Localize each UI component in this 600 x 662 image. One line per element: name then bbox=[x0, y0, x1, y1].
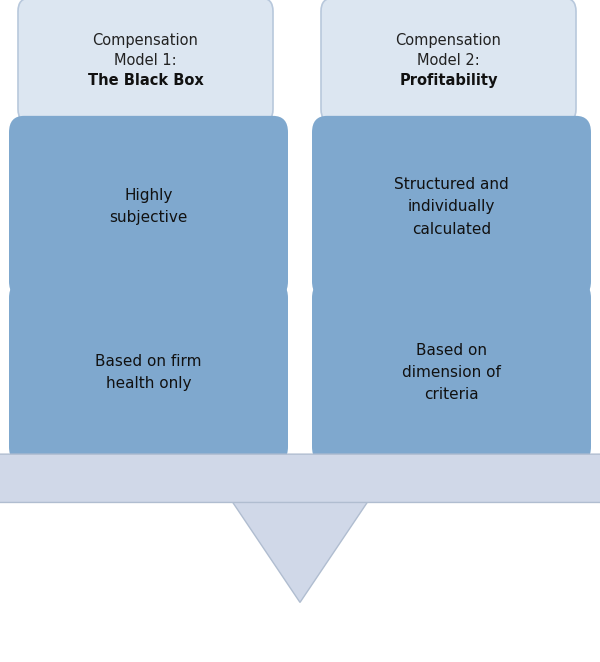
FancyBboxPatch shape bbox=[18, 0, 273, 122]
Text: Structured and
individually
calculated: Structured and individually calculated bbox=[394, 177, 509, 236]
Text: Profitability: Profitability bbox=[399, 73, 498, 87]
FancyBboxPatch shape bbox=[321, 0, 576, 122]
Text: Compensation: Compensation bbox=[395, 33, 502, 48]
Text: Based on firm
health only: Based on firm health only bbox=[95, 354, 202, 391]
FancyBboxPatch shape bbox=[312, 281, 591, 463]
Text: Highly
subjective: Highly subjective bbox=[109, 188, 188, 226]
Text: Compensation: Compensation bbox=[92, 33, 199, 48]
Polygon shape bbox=[231, 500, 369, 602]
FancyBboxPatch shape bbox=[9, 116, 288, 298]
Text: Model 1:: Model 1: bbox=[114, 53, 177, 68]
FancyBboxPatch shape bbox=[312, 116, 591, 298]
Text: The Black Box: The Black Box bbox=[88, 73, 203, 87]
FancyBboxPatch shape bbox=[9, 281, 288, 463]
Text: Model 2:: Model 2: bbox=[417, 53, 480, 68]
Text: Based on
dimension of
criteria: Based on dimension of criteria bbox=[402, 343, 501, 402]
FancyBboxPatch shape bbox=[0, 454, 600, 502]
